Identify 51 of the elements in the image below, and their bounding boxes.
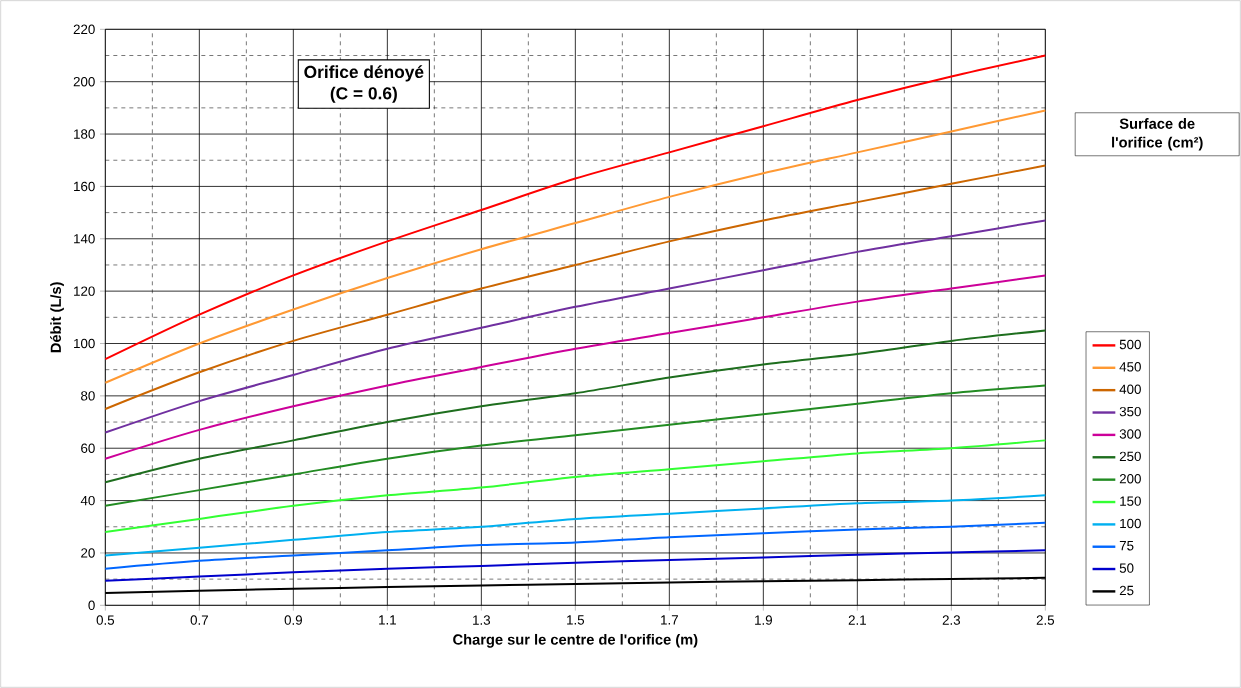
y-tick-label: 80 <box>81 391 95 401</box>
line-series <box>104 384 1047 507</box>
x-tick-label: 2.1 <box>848 615 866 625</box>
legend-label: 400 <box>1119 384 1141 394</box>
y-tick-label: 20 <box>81 548 95 558</box>
y-axis-title: Débit (L/s) <box>50 282 64 353</box>
x-tick-label: 1.5 <box>567 615 585 625</box>
legend-label: 350 <box>1119 406 1141 417</box>
x-tick-label: 1.3 <box>473 615 491 625</box>
line-series <box>104 329 1047 484</box>
legend-label: 500 <box>1119 339 1141 350</box>
line-series <box>104 164 1047 410</box>
x-tick-label: 1.7 <box>661 615 678 625</box>
legend-label: 25 <box>1119 585 1134 596</box>
legend-title: Surface de l'orifice (cm²) <box>1112 118 1203 151</box>
y-tick-label: 0 <box>88 600 95 611</box>
legend-label: 100 <box>1120 518 1141 529</box>
line-series <box>104 274 1047 460</box>
line-series <box>104 521 1047 570</box>
line-series <box>104 109 1047 384</box>
y-tick-label: 180 <box>74 129 95 139</box>
line-series <box>104 549 1047 582</box>
legend-label: 450 <box>1119 362 1141 372</box>
legend-label: 250 <box>1119 451 1141 462</box>
x-tick-label: 0.5 <box>96 615 115 625</box>
line-series <box>104 219 1047 434</box>
legend-label: 150 <box>1120 496 1141 506</box>
x-tick-label: 1.9 <box>755 615 772 625</box>
x-tick-label: 1.1 <box>379 615 396 625</box>
y-tick-label: 100 <box>74 338 95 349</box>
text: Orifice dénoyé <box>304 65 424 82</box>
y-tick-label: 140 <box>74 234 95 244</box>
line-series <box>104 54 1047 361</box>
y-tick-label: 200 <box>73 76 95 87</box>
y-tick-label: 120 <box>74 286 95 296</box>
x-tick-label: 2.3 <box>942 615 961 625</box>
legend-label: 300 <box>1119 429 1141 439</box>
y-tick-label: 220 <box>73 24 95 35</box>
legend-label: 50 <box>1119 563 1134 573</box>
x-tick-label: 0.9 <box>284 615 302 625</box>
text: (C = 0.6) <box>330 86 397 103</box>
line-series <box>104 439 1047 534</box>
y-tick-label: 160 <box>74 181 95 192</box>
legend-label: 75 <box>1119 541 1134 551</box>
x-tick-label: 0.7 <box>190 615 208 625</box>
y-tick-label: 60 <box>81 443 95 453</box>
x-tick-label: 2.5 <box>1036 615 1055 625</box>
line-series <box>104 494 1047 557</box>
legend-label: 200 <box>1119 474 1141 484</box>
x-axis-title: Charge sur le centre de l'orifice (m) <box>453 633 698 648</box>
y-tick-label: 40 <box>80 495 95 506</box>
